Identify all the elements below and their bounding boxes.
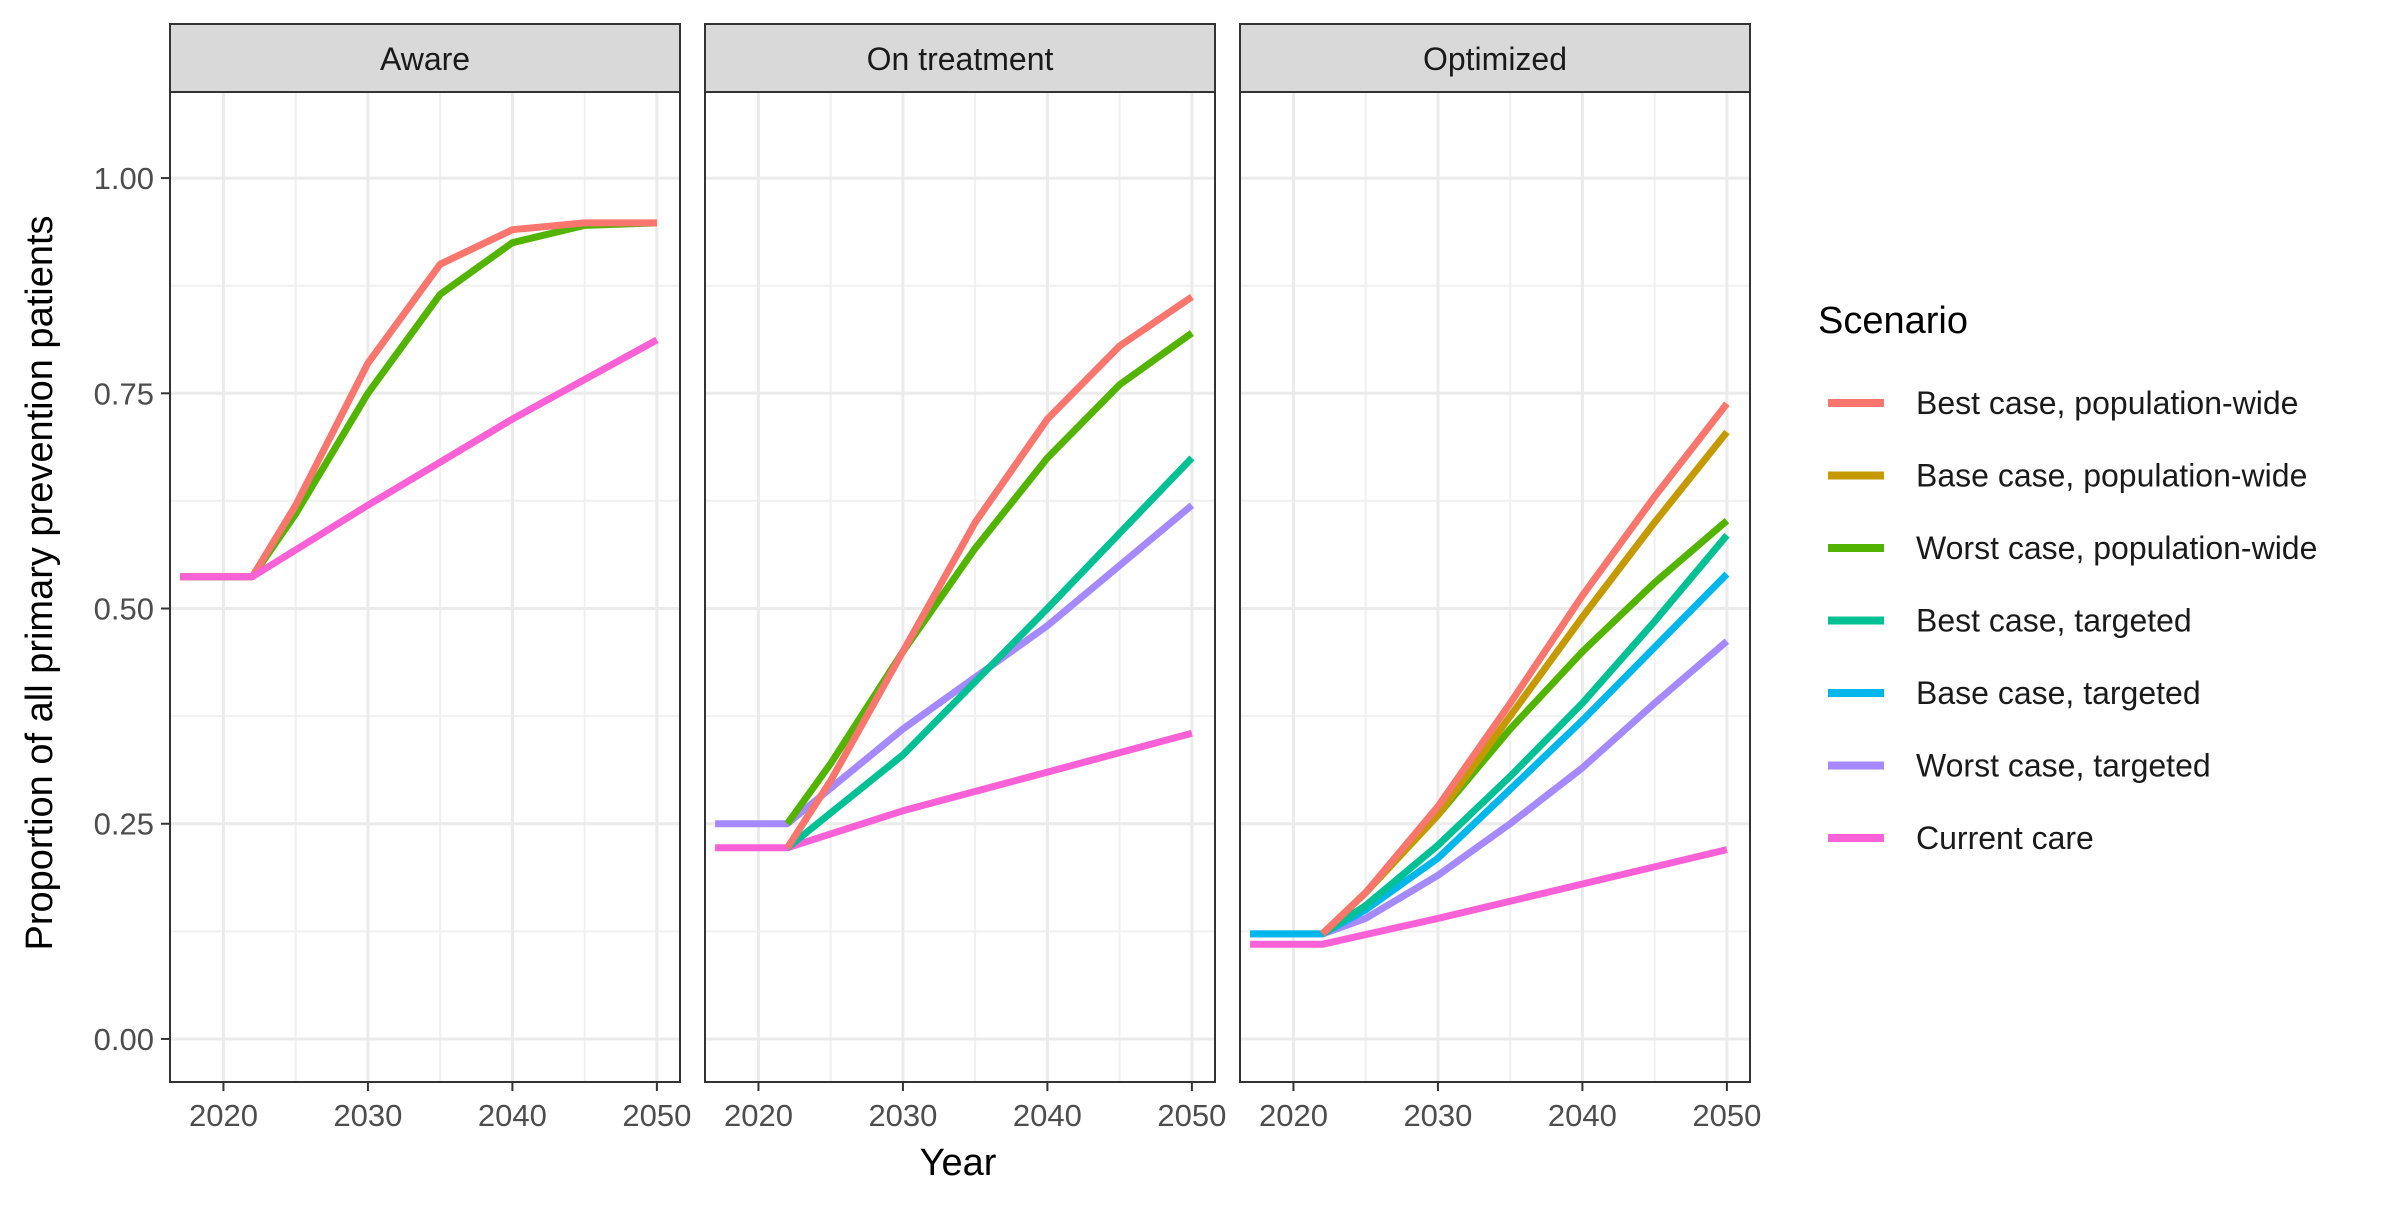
x-tick-label: 2030: [1403, 1098, 1472, 1133]
plot-background: [1240, 92, 1750, 1082]
panel-border: [169, 91, 681, 1083]
panel-optimized: Optimized 2020 2030 2040 2050: [1239, 23, 1761, 1133]
plot-background: [705, 92, 1215, 1082]
legend: Scenario Best case, population-wide Base …: [1818, 300, 2317, 856]
panel-aware: Aware 2020 2030 2040 2050 0.00 0.25 0.50 0.75 1.0…: [94, 23, 691, 1133]
y-tick-label: 0.25: [94, 807, 154, 842]
x-tick-label: 2040: [1013, 1098, 1082, 1133]
legend-item-worst-case-population-wide: Worst case, population-wide: [1828, 530, 2317, 566]
legend-item-base-case-targeted: Base case, targeted: [1828, 675, 2201, 711]
series-line-current-care: [715, 729, 1193, 852]
x-tick-label: 2030: [333, 1098, 402, 1133]
facet-strip: [169, 23, 681, 93]
facet-label: Aware: [380, 41, 470, 77]
panel-on-treatment: On treatment 2020 2030 2040 2050: [704, 23, 1226, 1133]
series-line-current-care: [1250, 846, 1728, 948]
legend-item-current-care: Current care: [1828, 820, 2094, 856]
legend-label: Best case, targeted: [1916, 603, 2192, 639]
series-line-worst-case-population-wide: [784, 330, 1194, 826]
legend-label: Base case, targeted: [1916, 675, 2201, 711]
x-tick-label: 2020: [1259, 1098, 1328, 1133]
legend-label: Current care: [1916, 820, 2094, 856]
legend-item-best-case-population-wide: Best case, population-wide: [1828, 385, 2298, 421]
legend-label: Base case, population-wide: [1916, 458, 2307, 494]
panel-border: [1239, 91, 1751, 1083]
x-axis-label: Year: [920, 1142, 997, 1184]
legend-label: Best case, population-wide: [1916, 385, 2298, 421]
x-tick-label: 2040: [1548, 1098, 1617, 1133]
legend-item-worst-case-targeted: Worst case, targeted: [1828, 748, 2211, 784]
panel-border: [704, 91, 1216, 1083]
facet-label: On treatment: [867, 41, 1054, 77]
x-tick-label: 2050: [1692, 1098, 1761, 1133]
x-tick-label: 2020: [724, 1098, 793, 1133]
x-tick-label: 2050: [1157, 1098, 1226, 1133]
series-line-best-case-targeted: [785, 455, 1195, 851]
legend-label: Worst case, population-wide: [1916, 530, 2317, 566]
series-line-best-case-population-wide: [784, 294, 1194, 850]
y-tick-label: 1.00: [94, 161, 154, 196]
x-tick-label: 2030: [868, 1098, 937, 1133]
legend-item-base-case-population-wide: Base case, population-wide: [1828, 458, 2307, 494]
legend-title: Scenario: [1818, 300, 1968, 342]
legend-item-best-case-targeted: Best case, targeted: [1828, 603, 2192, 639]
y-tick-label: 0.00: [94, 1022, 154, 1057]
y-axis-label: Proportion of all primary prevention pat…: [19, 215, 61, 950]
y-tick-label: 0.75: [94, 376, 154, 411]
series-line-worst-case-targeted: [715, 502, 1195, 828]
series-line-best-case-targeted: [1320, 533, 1730, 937]
x-tick-label: 2050: [622, 1098, 691, 1133]
series-line-best-case-population-wide: [1319, 401, 1730, 937]
series-line-current-care: [180, 336, 659, 581]
y-tick-label: 0.50: [94, 592, 154, 627]
plot-background: [170, 92, 680, 1082]
series-line-best-case-population-wide: [180, 219, 657, 581]
legend-label: Worst case, targeted: [1916, 748, 2211, 784]
facet-strip: [1239, 23, 1751, 93]
x-tick-label: 2040: [478, 1098, 547, 1133]
facet-label: Optimized: [1423, 41, 1567, 77]
x-tick-label: 2020: [189, 1098, 258, 1133]
